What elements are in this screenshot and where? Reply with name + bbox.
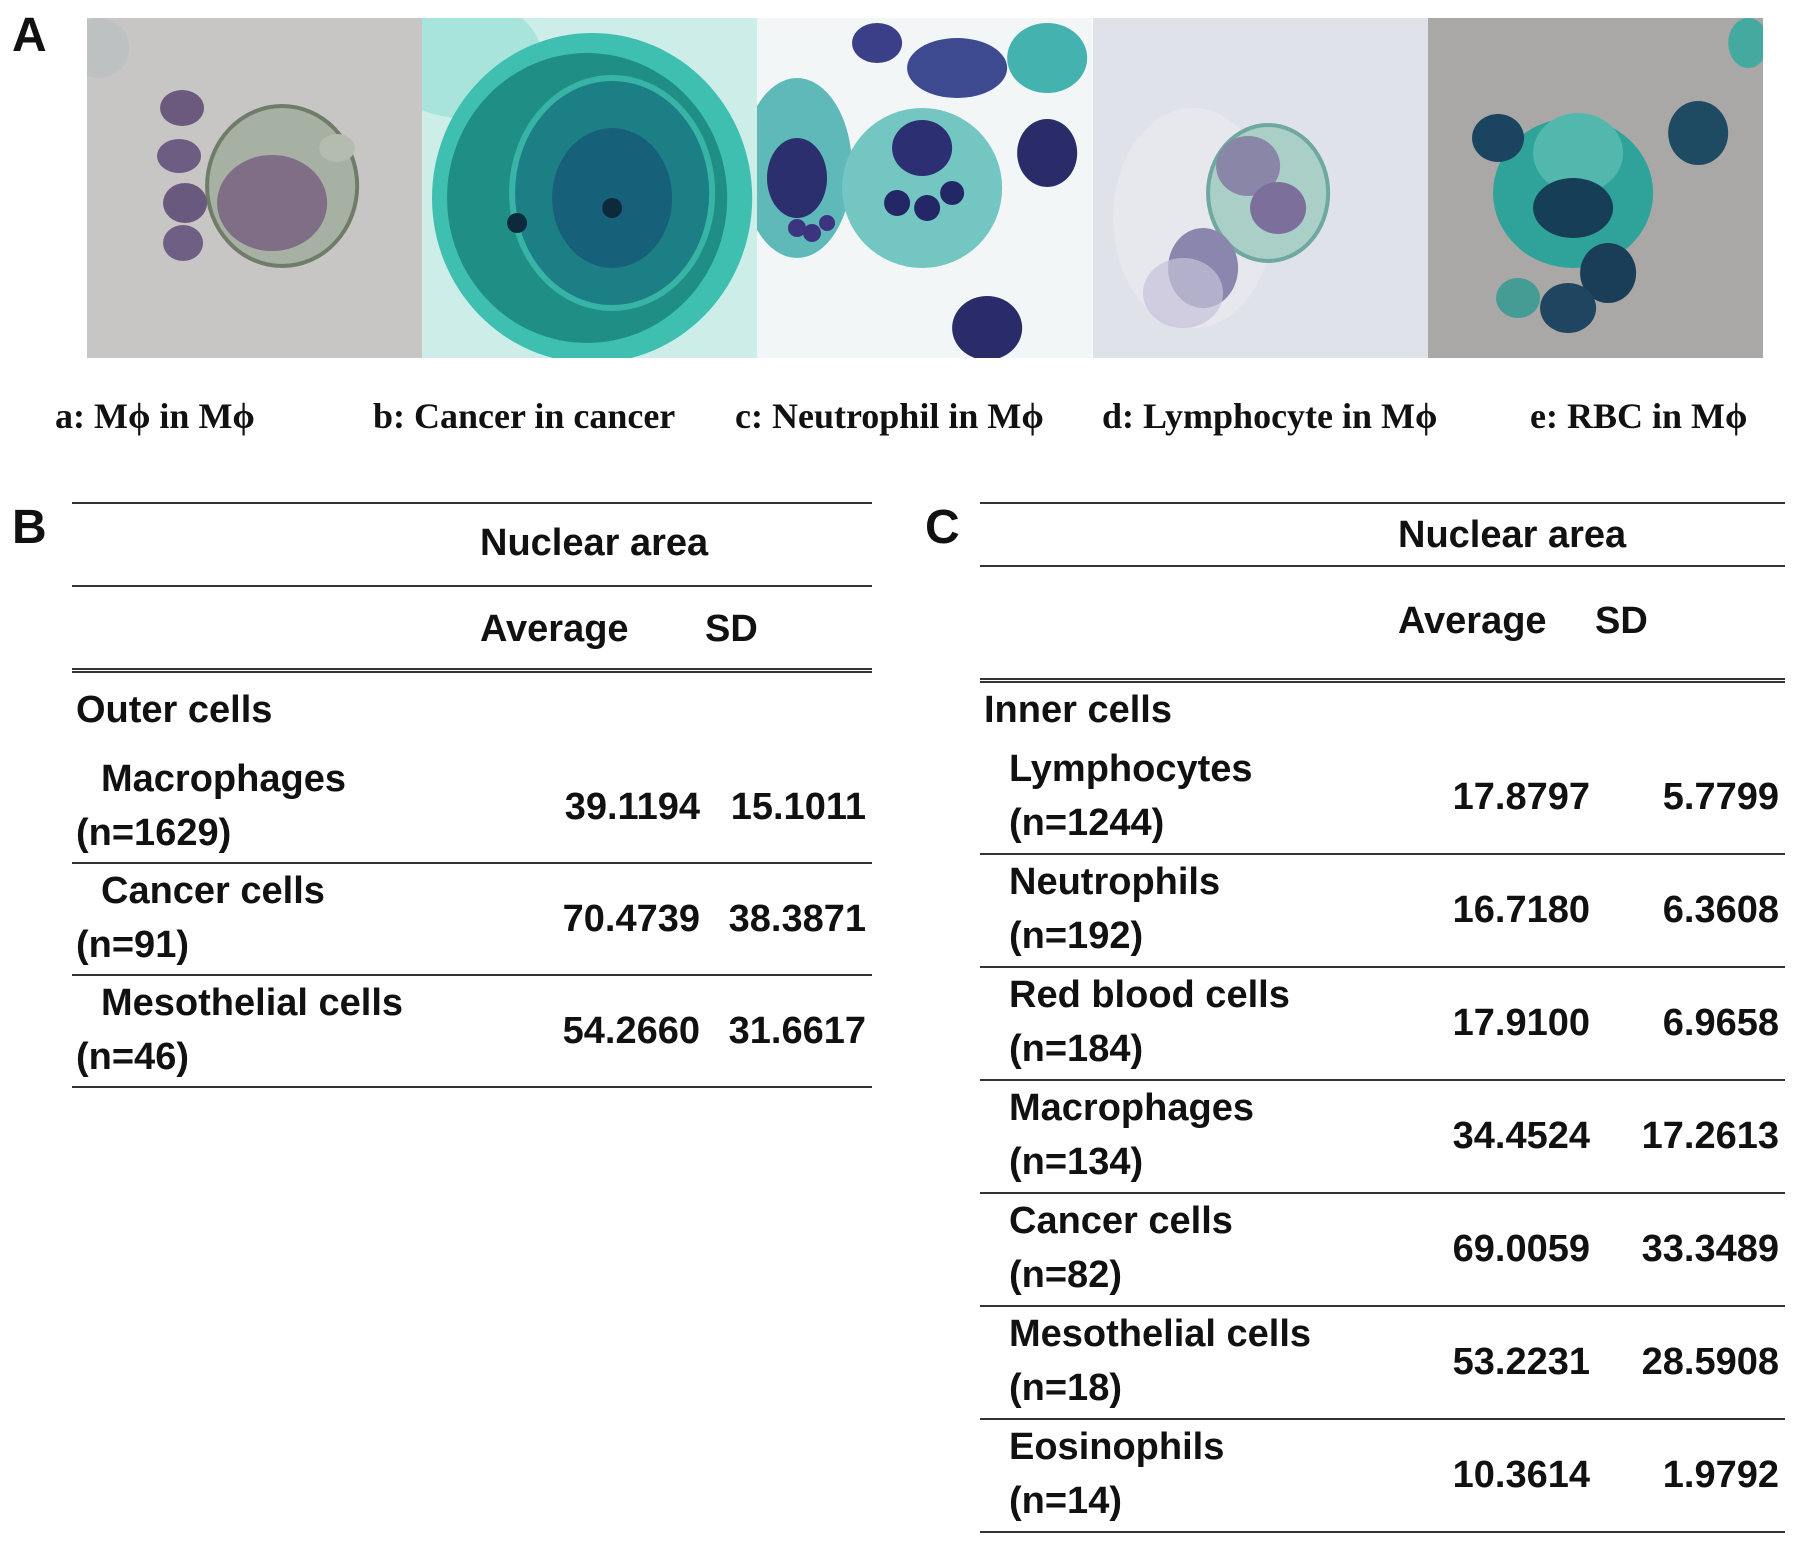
row-average: 16.7180 <box>1452 889 1590 931</box>
row-n: (n=192) <box>1009 915 1144 957</box>
row-average: 34.4524 <box>1452 1115 1590 1157</box>
row-n: (n=46) <box>76 1036 189 1078</box>
row-name: Red blood cells <box>1009 974 1290 1016</box>
row-n: (n=91) <box>76 924 189 966</box>
row-sd: 31.6617 <box>728 1010 866 1052</box>
table-row: Red blood cells (n=184) 17.9100 6.9658 <box>980 968 1785 1079</box>
table-b-col-average: Average <box>480 608 629 650</box>
micrograph-a <box>87 18 423 358</box>
row-average: 17.8797 <box>1452 776 1590 818</box>
table-row: Cancer cells (n=82) 69.0059 33.3489 <box>980 1194 1785 1305</box>
table-c-col-average: Average <box>1398 600 1547 642</box>
row-name: Macrophages <box>101 758 346 800</box>
table-b-col-sd: SD <box>705 608 758 650</box>
micrograph-e <box>1427 18 1764 358</box>
row-average: 39.1194 <box>564 786 700 828</box>
row-average: 17.9100 <box>1452 1002 1590 1044</box>
table-c-row-rule <box>980 1531 1785 1533</box>
table-row: Mesothelial cells (n=46) 54.2660 31.6617 <box>72 976 872 1086</box>
caption-d: d: Lymphocyte in Mϕ <box>1102 396 1438 436</box>
row-name: Cancer cells <box>101 870 325 912</box>
table-c-header-rule <box>980 565 1785 567</box>
table-row: Lymphocytes (n=1244) 17.8797 5.7799 <box>980 742 1785 853</box>
table-b-group-label: Outer cells <box>76 689 273 731</box>
row-n: (n=184) <box>1009 1028 1144 1070</box>
panel-a-letter: A <box>12 9 47 62</box>
table-c-row-rule <box>980 1418 1785 1420</box>
row-sd: 28.5908 <box>1641 1341 1779 1383</box>
row-average: 70.4739 <box>562 898 700 940</box>
table-c-row-rule <box>980 1305 1785 1307</box>
micrograph-d <box>1092 18 1428 358</box>
panel-c-letter: C <box>925 501 960 554</box>
row-average: 10.3614 <box>1452 1454 1590 1496</box>
table-c: Nuclear area Average SD Inner cells Lymp… <box>980 502 1785 1542</box>
table-row: Neutrophils (n=192) 16.7180 6.3608 <box>980 855 1785 966</box>
row-name: Mesothelial cells <box>101 982 404 1024</box>
table-b-header-rule <box>72 585 872 587</box>
row-n: (n=82) <box>1009 1254 1122 1296</box>
row-n: (n=134) <box>1009 1141 1144 1183</box>
table-row: Eosinophils (n=14) 10.3614 1.9792 <box>980 1420 1785 1531</box>
row-sd: 5.7799 <box>1662 776 1779 818</box>
row-average: 69.0059 <box>1452 1228 1590 1270</box>
row-name: Neutrophils <box>1009 861 1221 903</box>
table-c-row-rule <box>980 1079 1785 1081</box>
table-row: Cancer cells (n=91) 70.4739 38.3871 <box>72 864 872 974</box>
row-sd: 33.3489 <box>1641 1228 1779 1270</box>
row-average: 54.2660 <box>562 1010 700 1052</box>
row-name: Lymphocytes <box>1009 748 1253 790</box>
table-row: Mesothelial cells (n=18) 53.2231 28.5908 <box>980 1307 1785 1418</box>
table-c-col-sd: SD <box>1595 600 1648 642</box>
table-c-subheader-rule <box>980 678 1785 683</box>
row-average: 53.2231 <box>1452 1341 1590 1383</box>
table-b-subheader-rule <box>72 668 872 673</box>
table-b-row-rule <box>72 974 872 976</box>
table-c-row-rule <box>980 853 1785 855</box>
row-sd: 1.9792 <box>1662 1454 1779 1496</box>
table-b: Nuclear area Average SD Outer cells Macr… <box>72 502 872 1092</box>
panel-b-letter: B <box>12 501 47 554</box>
row-n: (n=1244) <box>1009 802 1165 844</box>
row-name: Macrophages <box>1009 1087 1254 1129</box>
caption-a: a: Mϕ in Mϕ <box>55 396 255 436</box>
micrograph-b <box>422 18 758 358</box>
table-b-bottom-rule <box>72 1086 872 1088</box>
micrograph-c <box>757 18 1093 358</box>
table-c-row-rule <box>980 966 1785 968</box>
row-n: (n=18) <box>1009 1367 1122 1409</box>
table-b-top-rule <box>72 502 872 504</box>
table-b-row-rule <box>72 862 872 864</box>
row-n: (n=14) <box>1009 1480 1122 1522</box>
table-row: Macrophages (n=1629) 39.1194 15.1011 <box>72 752 872 862</box>
table-c-group-label: Inner cells <box>984 689 1172 731</box>
row-n: (n=1629) <box>76 812 232 854</box>
row-name: Mesothelial cells <box>1009 1313 1312 1355</box>
caption-c: c: Neutrophil in Mϕ <box>735 396 1044 436</box>
table-c-header: Nuclear area <box>1398 514 1627 556</box>
row-name: Eosinophils <box>1009 1426 1225 1468</box>
table-row: Macrophages (n=134) 34.4524 17.2613 <box>980 1081 1785 1192</box>
row-sd: 17.2613 <box>1641 1115 1779 1157</box>
row-sd: 38.3871 <box>728 898 866 940</box>
row-sd: 6.9658 <box>1662 1002 1779 1044</box>
table-b-header: Nuclear area <box>480 522 709 564</box>
row-name: Cancer cells <box>1009 1200 1233 1242</box>
micrograph-strip <box>87 18 1764 358</box>
table-c-row-rule <box>980 1192 1785 1194</box>
caption-e: e: RBC in Mϕ <box>1530 396 1748 436</box>
table-c-top-rule <box>980 502 1785 504</box>
caption-b: b: Cancer in cancer <box>373 396 676 436</box>
row-sd: 6.3608 <box>1662 889 1779 931</box>
row-sd: 15.1011 <box>730 786 866 828</box>
